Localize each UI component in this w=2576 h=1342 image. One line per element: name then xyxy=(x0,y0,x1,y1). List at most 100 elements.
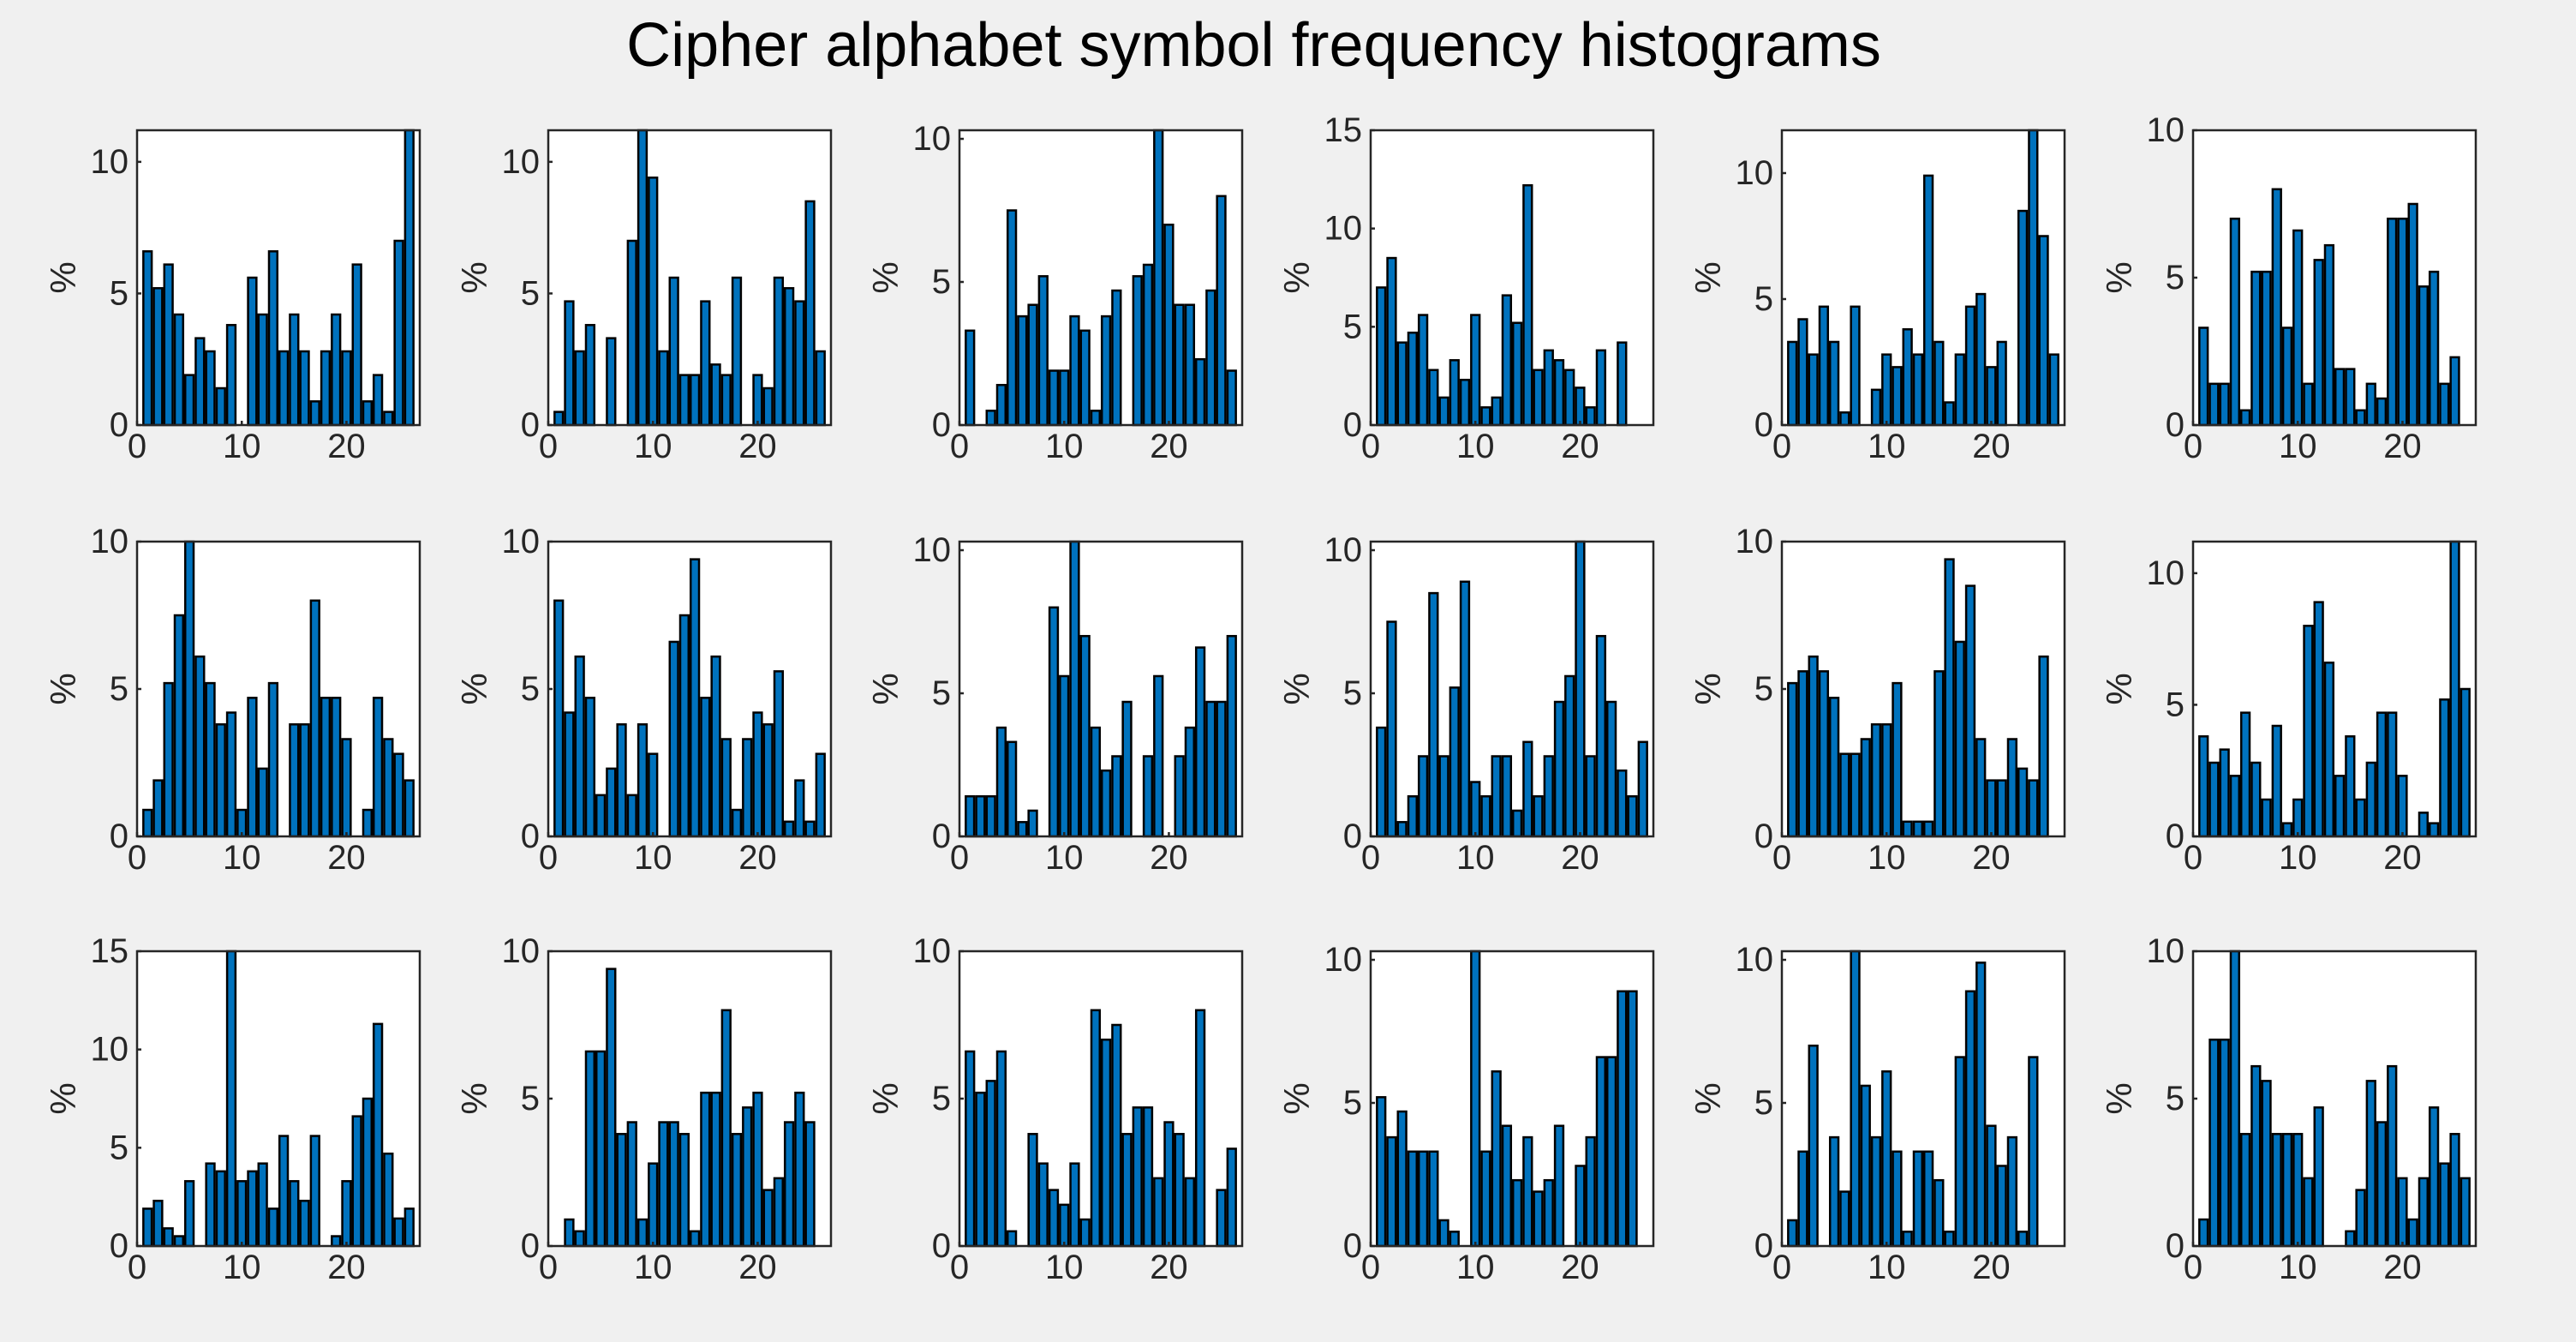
histogram-bar xyxy=(247,276,258,427)
axes-frame xyxy=(135,950,421,1248)
histogram-bar xyxy=(2387,1064,2398,1248)
y-axis-label: % xyxy=(2099,673,2139,704)
histogram-bar xyxy=(783,287,795,427)
x-tick-label: 20 xyxy=(1972,1249,2011,1286)
y-tick-label: 5 xyxy=(110,274,129,312)
histogram-panel-18: 0 5 10 0 10 20% xyxy=(2099,932,2477,1286)
histogram-bar xyxy=(403,129,415,427)
histogram-bar xyxy=(1205,700,1216,838)
histogram-bar xyxy=(2006,738,2018,838)
histogram-bar xyxy=(1449,686,1460,838)
x-tick-label: 10 xyxy=(1456,428,1495,465)
y-tick-label: 10 xyxy=(502,143,541,181)
histogram-bar xyxy=(1933,670,1945,838)
histogram-bar xyxy=(1480,1150,1491,1248)
histogram-bar xyxy=(668,276,679,427)
histogram-bar xyxy=(215,723,226,838)
x-tick-label: 10 xyxy=(1868,1249,1906,1286)
histogram-bar xyxy=(1069,1162,1080,1248)
x-tick-label: 10 xyxy=(1868,428,1906,465)
y-tick-label: 0 xyxy=(110,406,129,444)
histogram-bar xyxy=(2038,235,2049,427)
histogram-bar xyxy=(595,794,607,838)
histogram-bar xyxy=(1184,303,1196,427)
histogram-bar xyxy=(1376,1096,1387,1248)
histogram-bar xyxy=(1491,1070,1502,1248)
histogram-bar xyxy=(1501,1124,1513,1248)
histogram-bar xyxy=(152,779,164,838)
histogram-bar xyxy=(1174,755,1185,838)
histogram-bar xyxy=(2261,798,2272,838)
histogram-bar xyxy=(1059,1203,1070,1248)
histogram-bar xyxy=(2439,1162,2450,1248)
histogram-bar xyxy=(1100,769,1112,838)
x-tick-label: 0 xyxy=(539,428,558,465)
histogram-panel-5: 0 5 10 0 10 20% xyxy=(1688,129,2066,465)
histogram-bar xyxy=(163,263,174,427)
histogram-bar xyxy=(773,1177,785,1248)
histogram-bar xyxy=(2239,711,2251,838)
histogram-bar xyxy=(1850,305,1861,427)
histogram-bar xyxy=(2449,356,2460,427)
histogram-bar xyxy=(1912,1150,1924,1248)
histogram-bar xyxy=(1975,738,1987,838)
histogram-bar xyxy=(720,1009,732,1248)
histogram-bar xyxy=(626,239,637,427)
histogram-bar xyxy=(1376,726,1387,838)
histogram-bar xyxy=(1386,256,1397,427)
histogram-bar xyxy=(1850,752,1861,838)
x-tick-label: 0 xyxy=(128,839,146,877)
axes-frame xyxy=(958,540,1244,838)
histogram-bar xyxy=(2292,229,2304,427)
y-axis-label: % xyxy=(1276,673,1317,704)
y-axis-label: % xyxy=(43,673,83,704)
histogram-bar xyxy=(1522,740,1533,838)
histogram-bar xyxy=(215,386,226,427)
y-tick-label: 5 xyxy=(2166,686,2185,723)
histogram-bar xyxy=(225,324,237,427)
histogram-bar xyxy=(173,313,185,427)
histogram-bar xyxy=(1881,723,1892,838)
histogram-bar xyxy=(1121,1133,1133,1248)
histogram-bar xyxy=(2261,1080,2272,1248)
axes-frame xyxy=(1780,950,2066,1248)
y-axis-label: % xyxy=(43,1082,83,1114)
histogram-bar xyxy=(1090,1009,1102,1248)
histogram-bar xyxy=(1787,1219,1798,1248)
histogram-bar xyxy=(2376,711,2388,838)
y-tick-label: 0 xyxy=(932,818,951,855)
histogram-bar xyxy=(553,410,565,427)
histogram-panel-17: 0 5 10 0 10 20% xyxy=(1688,941,2066,1286)
histogram-bar xyxy=(1163,223,1174,427)
y-tick-label: 10 xyxy=(2147,111,2185,149)
histogram-bar xyxy=(762,386,774,427)
x-tick-label: 10 xyxy=(634,1249,672,1286)
histogram-bar xyxy=(648,177,659,427)
histogram-bar xyxy=(247,1170,258,1248)
histogram-bar xyxy=(1881,353,1892,427)
histogram-bar xyxy=(1595,634,1607,838)
histogram-bar xyxy=(1627,990,1638,1248)
x-tick-label: 0 xyxy=(1772,1249,1791,1286)
histogram-bar xyxy=(1059,369,1070,427)
histogram-bar xyxy=(2017,1231,2029,1248)
histogram-bar xyxy=(257,1162,268,1248)
histogram-bar xyxy=(574,1230,585,1248)
histogram-bar xyxy=(215,1170,226,1248)
histogram-bar xyxy=(700,300,711,427)
y-tick-label: 10 xyxy=(1324,210,1363,248)
x-tick-label: 20 xyxy=(2383,839,2422,877)
histogram-bar xyxy=(2365,1080,2376,1248)
histogram-bar xyxy=(1585,1135,1596,1248)
histogram-bar xyxy=(1944,558,1955,838)
histogram-bar xyxy=(564,300,575,427)
histogram-bar xyxy=(689,1230,701,1248)
histogram-bar xyxy=(372,697,384,838)
histogram-bar xyxy=(2313,1106,2324,1248)
histogram-bar xyxy=(1511,1178,1523,1248)
histogram-bar xyxy=(289,313,300,427)
histogram-bar xyxy=(1048,1189,1060,1248)
x-tick-label: 10 xyxy=(634,839,672,877)
histogram-bar xyxy=(1006,209,1018,427)
histogram-bar xyxy=(1543,755,1554,838)
